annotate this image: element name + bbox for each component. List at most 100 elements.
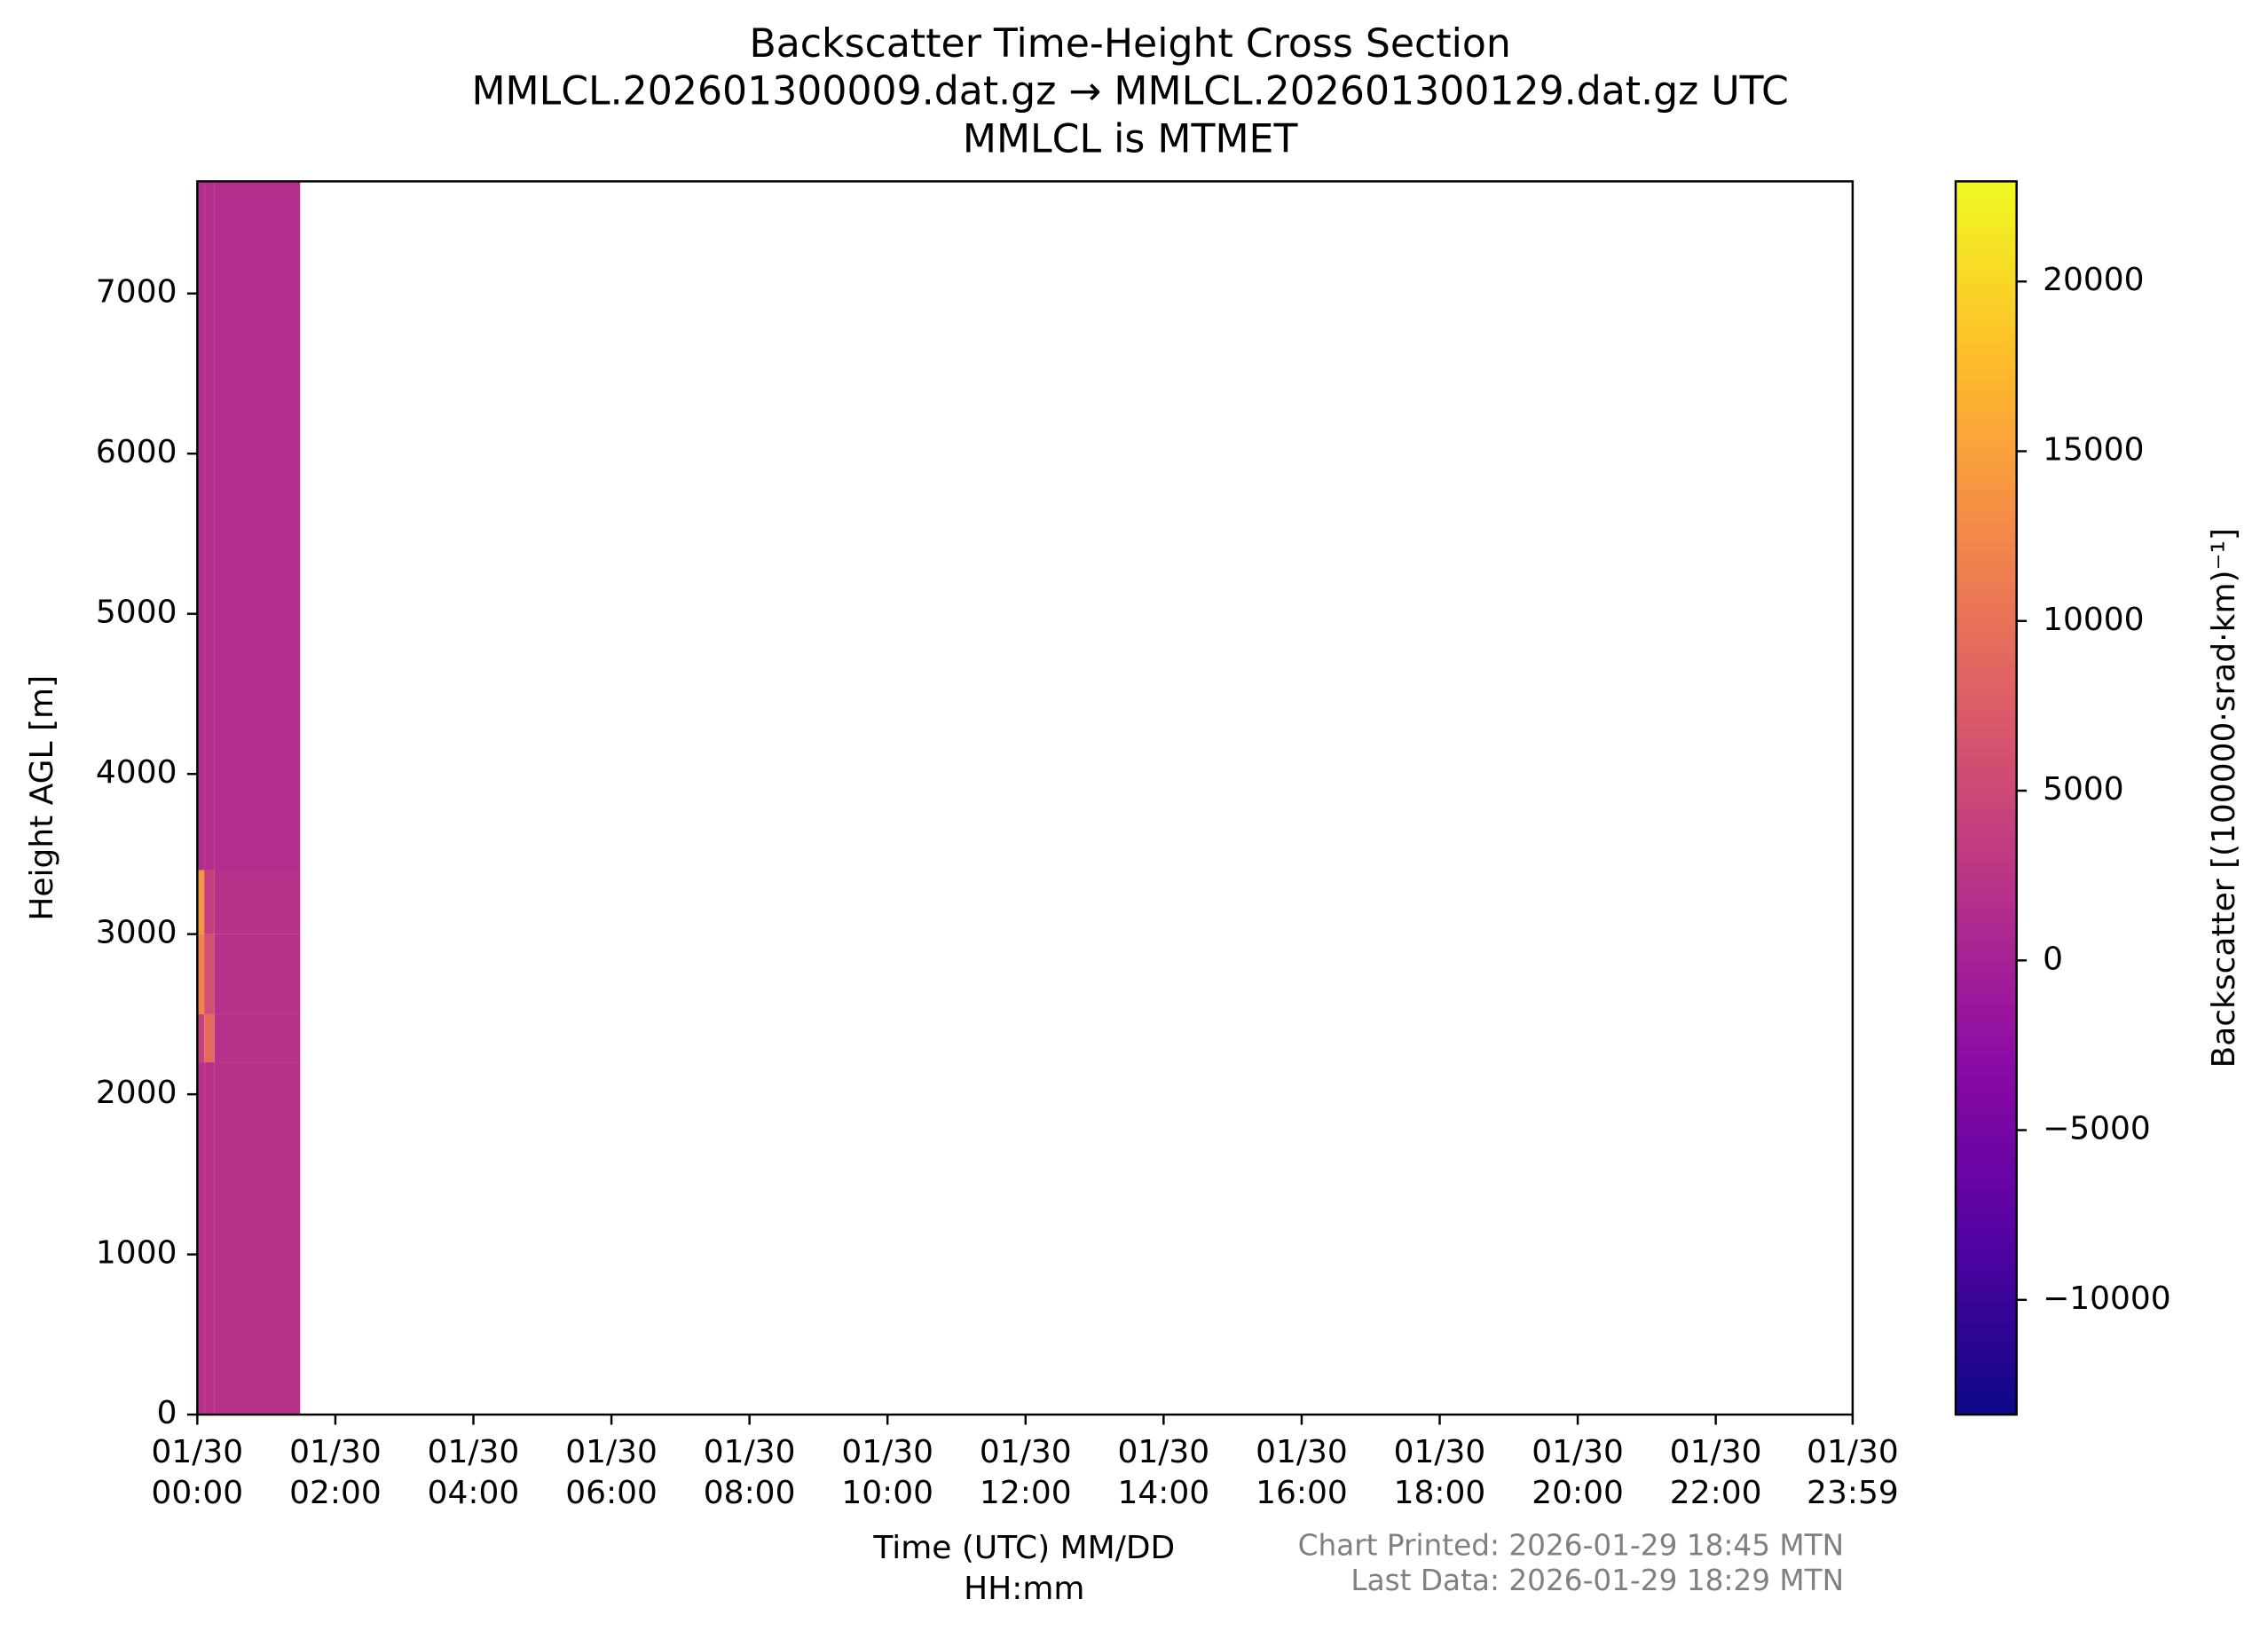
heatmap-cell: [204, 1013, 215, 1063]
colorbar-segment: [1955, 808, 2017, 820]
colorbar-segment: [1955, 416, 2017, 429]
colorbar-segment: [1955, 488, 2017, 501]
colorbar-segment: [1955, 1208, 2017, 1220]
colorbar-segment: [1955, 1156, 2017, 1169]
x-tick-label: 01/30 14:00: [1117, 1435, 1210, 1512]
colorbar-segment: [1955, 1075, 2017, 1087]
colorbar-segment: [1955, 889, 2017, 902]
colorbar-segment: [1955, 478, 2017, 491]
colorbar-segment: [1955, 335, 2017, 347]
colorbar-tick-label: 5000: [2043, 771, 2124, 808]
colorbar-segment: [1955, 499, 2017, 511]
x-axis-label: Time (UTC) MM/DD HH:mm: [873, 1530, 1176, 1608]
colorbar-segment: [1955, 386, 2017, 398]
colorbar-segment: [1955, 1033, 2017, 1046]
colorbar-segment: [1955, 272, 2017, 286]
y-tick-label: 4000: [96, 754, 177, 791]
colorbar-frame: [1954, 180, 2018, 1416]
colorbar-segment: [1955, 1044, 2017, 1056]
heatmap-cell: [204, 1062, 215, 1415]
colorbar-segment: [1955, 869, 2017, 881]
colorbar-segment: [1955, 242, 2017, 255]
colorbar-tick-label: 10000: [2043, 602, 2144, 638]
colorbar-segment: [1955, 1053, 2017, 1067]
colorbar-segment: [1955, 437, 2017, 450]
colorbar-segment: [1955, 858, 2017, 871]
colorbar-segment: [1955, 252, 2017, 264]
colorbar-segment: [1955, 519, 2017, 532]
heatmap-cell: [214, 870, 301, 934]
colorbar-segment: [1955, 817, 2017, 830]
heatmap-cell: [214, 934, 301, 1014]
heatmap-cell: [197, 181, 205, 871]
colorbar-segment: [1955, 396, 2017, 408]
colorbar-segment: [1955, 1177, 2017, 1190]
colorbar-segment: [1955, 1300, 2017, 1313]
colorbar-segment: [1955, 848, 2017, 861]
colorbar-segment: [1955, 1146, 2017, 1159]
colorbar-segment: [1955, 1351, 2017, 1365]
plot-frame: [196, 180, 1855, 1416]
heatmap-cell: [204, 870, 215, 934]
x-tick-label: 01/30 10:00: [841, 1435, 934, 1512]
colorbar-segment: [1955, 1362, 2017, 1375]
colorbar-segment: [1955, 344, 2017, 358]
colorbar-segment: [1955, 1064, 2017, 1076]
colorbar-label: Backscatter [(100000·srad·km)⁻¹]: [2206, 528, 2242, 1068]
colorbar-segment: [1955, 283, 2017, 295]
colorbar-segment: [1955, 509, 2017, 522]
colorbar-segment: [1955, 427, 2017, 439]
colorbar-segment: [1955, 1187, 2017, 1200]
colorbar-segment: [1955, 293, 2017, 306]
x-tick-label: 01/30 16:00: [1256, 1435, 1348, 1512]
colorbar-segment: [1955, 900, 2017, 912]
colorbar-segment: [1955, 1383, 2017, 1395]
colorbar-segment: [1955, 1270, 2017, 1282]
colorbar-segment: [1955, 684, 2017, 697]
heatmap-cell: [204, 934, 215, 1014]
colorbar-segment: [1955, 1136, 2017, 1148]
colorbar-segment: [1955, 663, 2017, 676]
colorbar-segment: [1955, 303, 2017, 316]
y-tick-label: 2000: [96, 1075, 177, 1111]
colorbar-segment: [1955, 1228, 2017, 1241]
colorbar-segment: [1955, 756, 2017, 768]
chart-title: Backscatter Time-Height Cross Section MM…: [471, 21, 1789, 163]
colorbar-segment: [1955, 972, 2017, 984]
colorbar-segment: [1955, 1218, 2017, 1231]
colorbar-segment: [1955, 366, 2017, 378]
colorbar-segment: [1955, 1259, 2017, 1272]
colorbar-segment: [1955, 221, 2017, 234]
colorbar-segment: [1955, 540, 2017, 553]
colorbar-segment: [1955, 961, 2017, 973]
y-tick-label: 0: [157, 1395, 177, 1431]
x-tick-label: 01/30 06:00: [565, 1435, 658, 1512]
x-tick-label: 01/30 04:00: [427, 1435, 520, 1512]
colorbar-segment: [1955, 355, 2017, 367]
heatmap-cell: [214, 181, 301, 871]
heatmap-cell: [197, 870, 205, 934]
colorbar-segment: [1955, 776, 2017, 789]
heatmap-cell: [197, 934, 205, 1014]
colorbar-segment: [1955, 324, 2017, 336]
colorbar-segment: [1955, 674, 2017, 686]
colorbar-segment: [1955, 735, 2017, 748]
colorbar-segment: [1955, 550, 2017, 563]
colorbar-segment: [1955, 653, 2017, 666]
colorbar-segment: [1955, 951, 2017, 964]
colorbar-segment: [1955, 1105, 2017, 1118]
colorbar-segment: [1955, 1003, 2017, 1015]
colorbar-segment: [1955, 725, 2017, 737]
colorbar-segment: [1955, 263, 2017, 275]
footnote: Chart Printed: 2026-01-29 18:45 MTN: [1297, 1527, 1845, 1563]
colorbar-tick-label: 20000: [2043, 262, 2144, 298]
colorbar-segment: [1955, 622, 2017, 634]
colorbar-tick-label: 0: [2043, 941, 2063, 977]
colorbar-segment: [1955, 1249, 2017, 1262]
colorbar-segment: [1955, 602, 2017, 614]
colorbar-segment: [1955, 714, 2017, 727]
colorbar-segment: [1955, 561, 2017, 573]
colorbar-segment: [1955, 581, 2017, 594]
x-tick-label: 01/30 22:00: [1669, 1435, 1762, 1512]
